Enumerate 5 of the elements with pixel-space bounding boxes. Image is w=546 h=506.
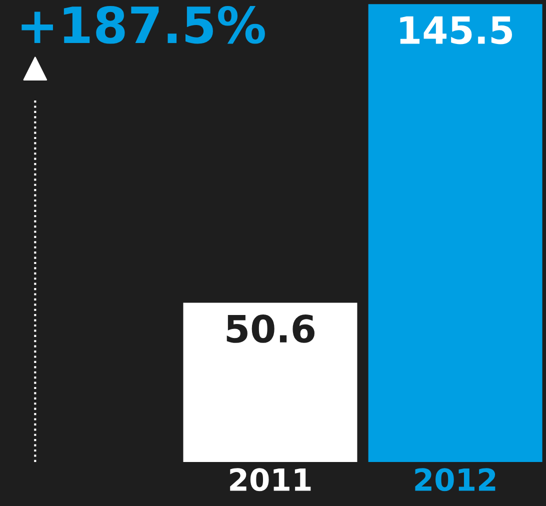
x-tick-label: 2012 xyxy=(415,468,496,492)
x-tick-label: 2011 xyxy=(230,468,311,492)
annotation: +187.5% xyxy=(22,6,265,44)
data-label: 145.5 xyxy=(400,16,512,44)
data-label: 50.6 xyxy=(226,314,314,343)
